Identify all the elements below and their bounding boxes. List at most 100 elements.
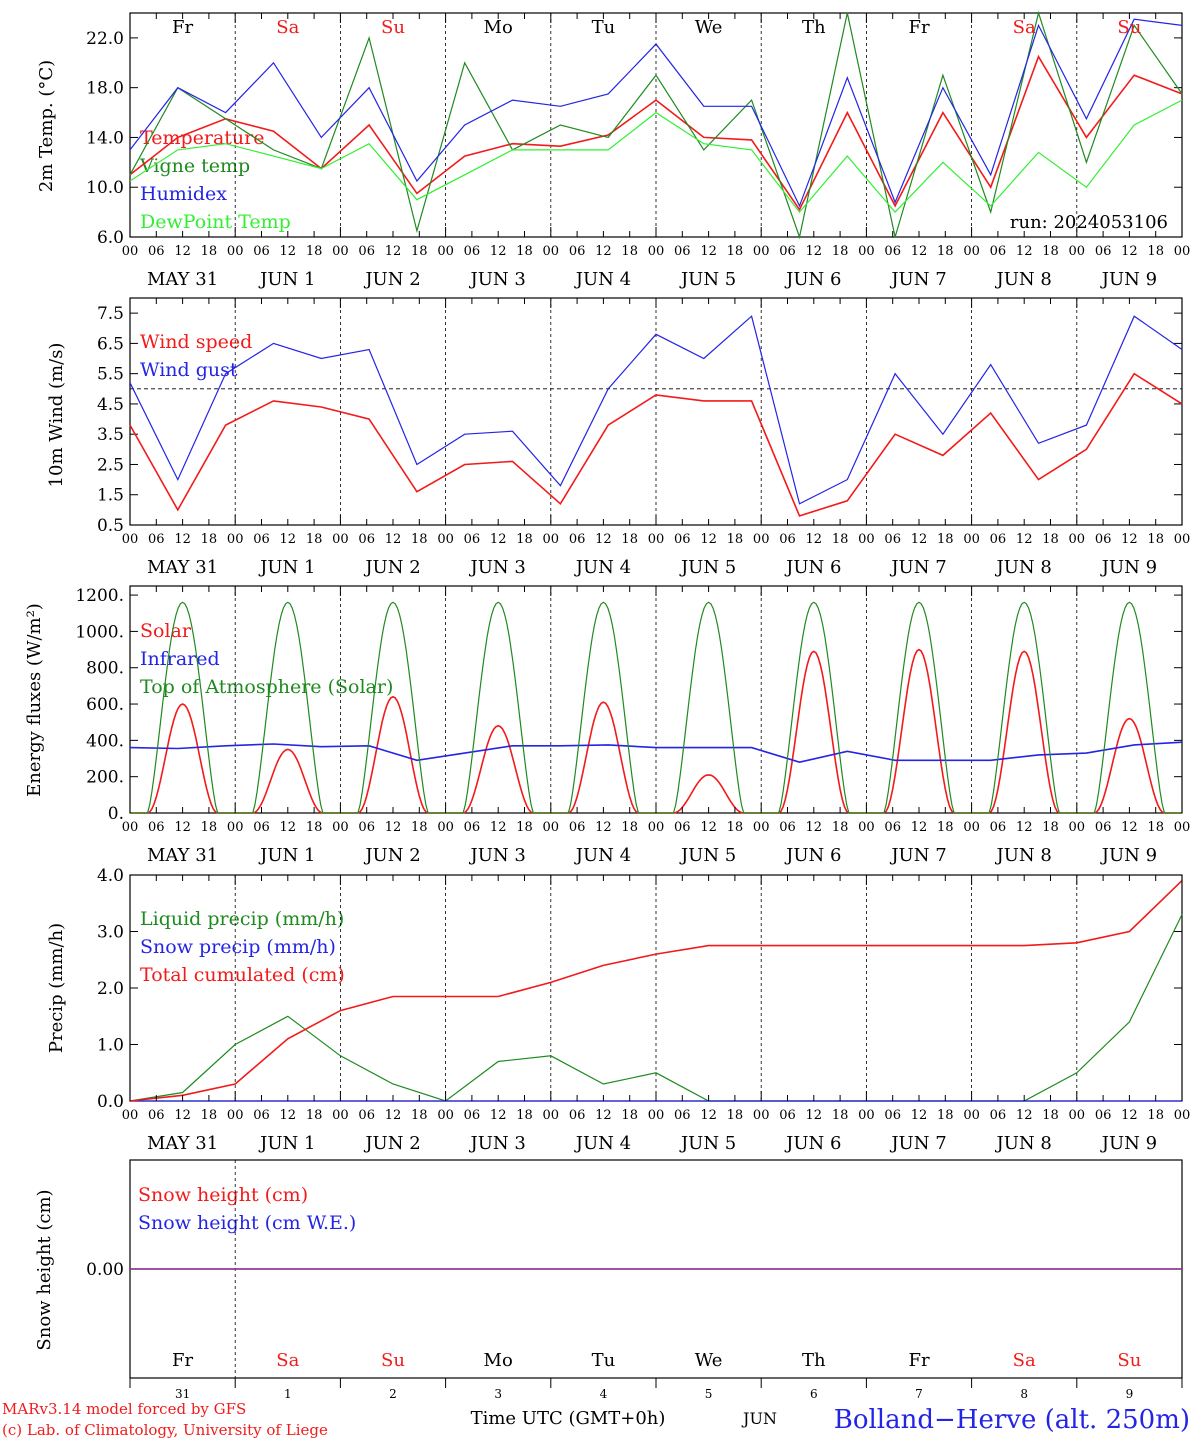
date-label: JUN 6 — [784, 1133, 841, 1154]
y-tick-label: 6.0 — [97, 228, 124, 248]
hour-label: 00 — [648, 532, 665, 547]
precip-ylabel: Precip (mm/h) — [46, 923, 67, 1053]
date-label: MAY 31 — [147, 269, 218, 290]
day-number: 7 — [915, 1387, 923, 1401]
legend-vigne-temp: Vigne temp — [139, 155, 250, 177]
hour-label: 12 — [806, 532, 823, 547]
date-label: JUN 5 — [679, 845, 736, 866]
hour-label: 12 — [911, 1108, 928, 1123]
hour-label: 18 — [937, 244, 954, 259]
hour-label: 00 — [437, 820, 454, 835]
date-label: JUN 1 — [258, 845, 315, 866]
y-tick-label: 800. — [86, 659, 124, 679]
date-label: MAY 31 — [147, 557, 218, 578]
date-label: JUN 2 — [363, 845, 420, 866]
date-label: JUN 7 — [889, 557, 946, 578]
hour-label: 12 — [1121, 1108, 1138, 1123]
hour-label: 12 — [1016, 244, 1033, 259]
date-label: JUN 9 — [1100, 845, 1157, 866]
day-number: 1 — [284, 1387, 292, 1401]
day-name: Su — [381, 1350, 405, 1371]
hour-label: 18 — [411, 244, 428, 259]
hour-label: 00 — [1069, 244, 1086, 259]
hour-label: 18 — [832, 820, 849, 835]
date-label: JUN 9 — [1100, 1133, 1157, 1154]
y-tick-label: 400. — [86, 731, 124, 751]
hour-label: 12 — [911, 820, 928, 835]
hour-label: 12 — [385, 244, 402, 259]
hour-label: 06 — [779, 532, 796, 547]
footer-month: JUN — [741, 1409, 777, 1428]
day-name: Fr — [908, 1350, 929, 1371]
day-name: Sa — [276, 1350, 299, 1371]
hour-label: 00 — [1174, 1108, 1191, 1123]
hour-label: 06 — [674, 820, 691, 835]
hour-label: 06 — [990, 244, 1007, 259]
hour-label: 12 — [595, 532, 612, 547]
hour-label: 06 — [358, 244, 375, 259]
footer-credit: (c) Lab. of Climatology, University of L… — [2, 1421, 328, 1439]
hour-label: 18 — [516, 244, 533, 259]
hour-label: 06 — [148, 820, 165, 835]
snow-ylabel: Snow height (cm) — [34, 1189, 55, 1350]
energy-ylabel: Energy fluxes (W/m²) — [24, 603, 45, 797]
hour-label: 18 — [727, 820, 744, 835]
hour-label: 00 — [858, 244, 875, 259]
hour-label: 18 — [832, 244, 849, 259]
hour-label: 06 — [148, 1108, 165, 1123]
date-label: JUN 3 — [469, 845, 526, 866]
hour-label: 18 — [621, 820, 638, 835]
temperature-panel: 2m Temp. (°C) run: 2024053106 Temperatur… — [36, 10, 1190, 290]
hour-label: 00 — [963, 244, 980, 259]
hour-label: 00 — [122, 532, 139, 547]
hour-label: 18 — [727, 244, 744, 259]
hour-label: 12 — [174, 532, 191, 547]
hour-label: 06 — [779, 820, 796, 835]
series-line-dewpoint-temp — [129, 99, 1183, 214]
hour-label: 12 — [806, 1108, 823, 1123]
day-name: Sa — [276, 17, 299, 38]
day-name: Su — [1117, 1350, 1141, 1371]
series-line-humidex — [129, 18, 1183, 208]
date-label: JUN 4 — [574, 557, 631, 578]
day-name: We — [695, 17, 723, 38]
hour-label: 00 — [753, 532, 770, 547]
hour-label: 06 — [464, 1108, 481, 1123]
date-label: JUN 7 — [889, 845, 946, 866]
date-label: JUN 8 — [995, 269, 1052, 290]
day-name: Su — [381, 17, 405, 38]
y-tick-label: 4.0 — [97, 866, 124, 886]
hour-label: 18 — [621, 244, 638, 259]
day-name: Tu — [592, 17, 616, 38]
hour-label: 12 — [595, 1108, 612, 1123]
hour-label: 18 — [411, 532, 428, 547]
temperature-ylabel: 2m Temp. (°C) — [36, 60, 57, 192]
hour-label: 06 — [148, 532, 165, 547]
y-tick-label: 0.0 — [97, 1092, 124, 1112]
date-label: MAY 31 — [147, 1133, 218, 1154]
date-label: JUN 8 — [995, 557, 1052, 578]
hour-label: 00 — [437, 1108, 454, 1123]
hour-label: 00 — [543, 244, 560, 259]
hour-label: 00 — [1174, 820, 1191, 835]
legend-total-cumulated: Total cumulated (cm) — [140, 964, 345, 986]
hour-label: 00 — [1174, 532, 1191, 547]
hour-label: 00 — [1069, 1108, 1086, 1123]
hour-label: 00 — [858, 1108, 875, 1123]
run-label: run: 2024053106 — [1010, 212, 1168, 233]
day-number: 31 — [175, 1387, 190, 1401]
legend-toa-solar: Top of Atmosphere (Solar) — [140, 676, 393, 698]
hour-label: 12 — [806, 820, 823, 835]
legend-snow-height-we: Snow height (cm W.E.) — [138, 1212, 356, 1234]
date-label: JUN 4 — [574, 1133, 631, 1154]
date-label: JUN 6 — [784, 557, 841, 578]
date-label: JUN 1 — [258, 557, 315, 578]
hour-label: 06 — [884, 820, 901, 835]
hour-label: 18 — [516, 532, 533, 547]
hour-label: 18 — [832, 1108, 849, 1123]
hour-label: 12 — [490, 532, 507, 547]
hour-label: 06 — [569, 820, 586, 835]
date-label: JUN 9 — [1100, 269, 1157, 290]
day-number: 2 — [389, 1387, 397, 1401]
hour-label: 00 — [1069, 820, 1086, 835]
